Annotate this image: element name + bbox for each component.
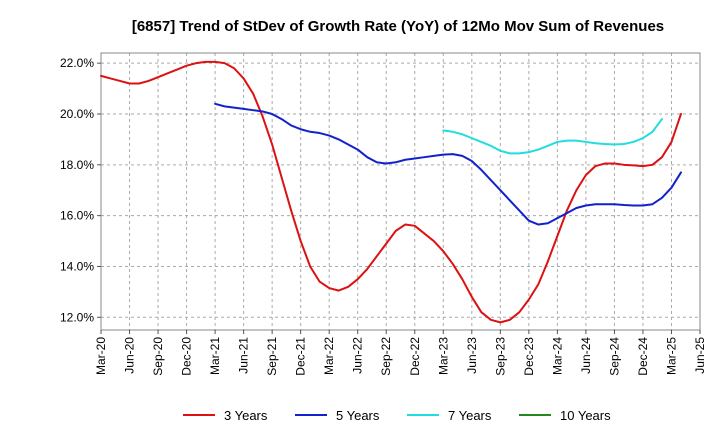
series-line-7-years [442, 118, 663, 155]
x-tick-label: Mar-24 [550, 337, 564, 375]
y-tick-label: 18.0% [60, 158, 94, 172]
plot-area [101, 53, 700, 330]
x-tick-label: Dec-24 [636, 337, 650, 376]
series-line-3-years [100, 60, 682, 324]
chart-title: [6857] Trend of StDev of Growth Rate (Yo… [132, 18, 664, 35]
x-tick-label: Jun-20 [123, 337, 137, 374]
y-tick-label: 16.0% [60, 209, 94, 223]
series-lines [100, 60, 682, 324]
x-tick-label: Sep-20 [151, 337, 165, 376]
y-axis: 12.0% 14.0% 16.0% 18.0% 20.0% 22.0% [60, 56, 101, 324]
x-tick-label: Mar-20 [94, 337, 108, 375]
legend-label: 7 Years [448, 408, 492, 423]
x-tick-label: Dec-21 [294, 337, 308, 376]
x-tick-label: Sep-21 [265, 337, 279, 376]
y-tick-label: 12.0% [60, 310, 94, 324]
x-tick-label: Jun-23 [465, 337, 479, 374]
y-tick-label: 22.0% [60, 56, 94, 70]
x-tick-label: Dec-22 [408, 337, 422, 376]
y-tick-label: 14.0% [60, 259, 94, 273]
plot-border [100, 52, 701, 331]
y-tick-label: 20.0% [60, 107, 94, 121]
series-line-5-years [214, 102, 682, 226]
x-tick-label: Dec-20 [180, 337, 194, 376]
x-tick-label: Jun-21 [237, 337, 251, 374]
x-tick-label: Sep-23 [493, 337, 507, 376]
x-tick-label: Dec-23 [522, 337, 536, 376]
legend: 3 Years 5 Years 7 Years 10 Years [183, 408, 611, 423]
x-tick-label: Mar-23 [436, 337, 450, 375]
x-axis: Mar-20 Jun-20 Sep-20 Dec-20 Mar-21 Jun-21 Sep-… [94, 330, 707, 376]
x-tick-label: Sep-24 [607, 337, 621, 376]
legend-label: 10 Years [560, 408, 611, 423]
x-tick-label: Jun-22 [351, 337, 365, 374]
legend-label: 5 Years [336, 408, 380, 423]
x-tick-label: Jun-25 [693, 337, 707, 374]
legend-label: 3 Years [224, 408, 268, 423]
x-tick-label: Jun-24 [579, 337, 593, 374]
x-tick-label: Mar-21 [208, 337, 222, 375]
x-tick-label: Sep-22 [379, 337, 393, 376]
x-tick-label: Mar-22 [322, 337, 336, 375]
x-tick-label: Mar-25 [664, 337, 678, 375]
